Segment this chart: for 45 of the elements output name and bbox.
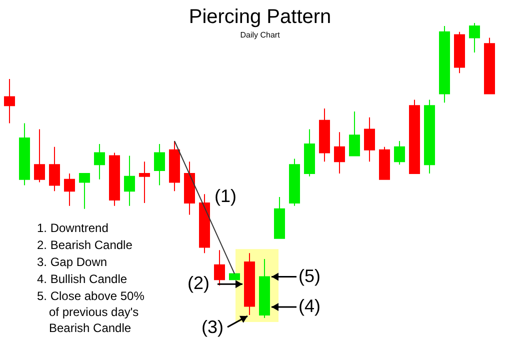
candlestick xyxy=(319,108,330,162)
candlestick xyxy=(4,78,15,124)
candlestick xyxy=(454,31,465,74)
candlestick xyxy=(169,140,180,192)
candlestick xyxy=(424,99,435,174)
annotation: 5. Close above 50% of previous day's Bearish Candle xyxy=(37,288,146,336)
annotation: 4. Bullish Candle xyxy=(37,271,128,287)
candlestick xyxy=(49,146,60,192)
candlestick xyxy=(409,99,420,174)
candlestick xyxy=(364,116,375,162)
candlestick xyxy=(214,250,225,286)
annotation: (4) xyxy=(298,296,320,318)
candlestick xyxy=(139,161,150,204)
candlestick xyxy=(19,122,30,186)
candlestick xyxy=(379,146,390,180)
candlestick xyxy=(64,172,75,206)
annotation: (2) xyxy=(188,273,210,294)
candlestick xyxy=(94,143,105,180)
candlestick xyxy=(334,132,345,174)
candlestick xyxy=(154,143,165,186)
candlestick xyxy=(394,140,405,166)
candlestick xyxy=(244,252,255,316)
candlestick xyxy=(484,37,495,94)
candlestick xyxy=(259,258,270,318)
candlestick xyxy=(109,152,120,206)
candlestick xyxy=(184,161,195,216)
candlestick xyxy=(469,22,480,53)
annotation: (5) xyxy=(298,266,320,287)
chart-title: Piercing Pattern xyxy=(188,6,332,28)
candlestick xyxy=(304,128,315,177)
candlestick xyxy=(349,111,360,156)
annotation: 1. Downtrend xyxy=(37,220,110,236)
annotation: 2. Bearish Candle xyxy=(37,237,134,253)
annotation: (1) xyxy=(214,186,236,207)
candlestick xyxy=(124,155,135,206)
candlestick xyxy=(289,158,300,206)
annotation: (3) xyxy=(202,317,224,338)
candlestick xyxy=(34,128,45,183)
candlestick xyxy=(274,196,285,239)
candlestick xyxy=(79,172,90,210)
candlestick xyxy=(229,273,240,280)
candlestick xyxy=(439,25,450,104)
text: Daily Chart xyxy=(240,30,281,40)
candlestick xyxy=(199,194,210,254)
annotation: 3. Gap Down xyxy=(37,254,108,270)
